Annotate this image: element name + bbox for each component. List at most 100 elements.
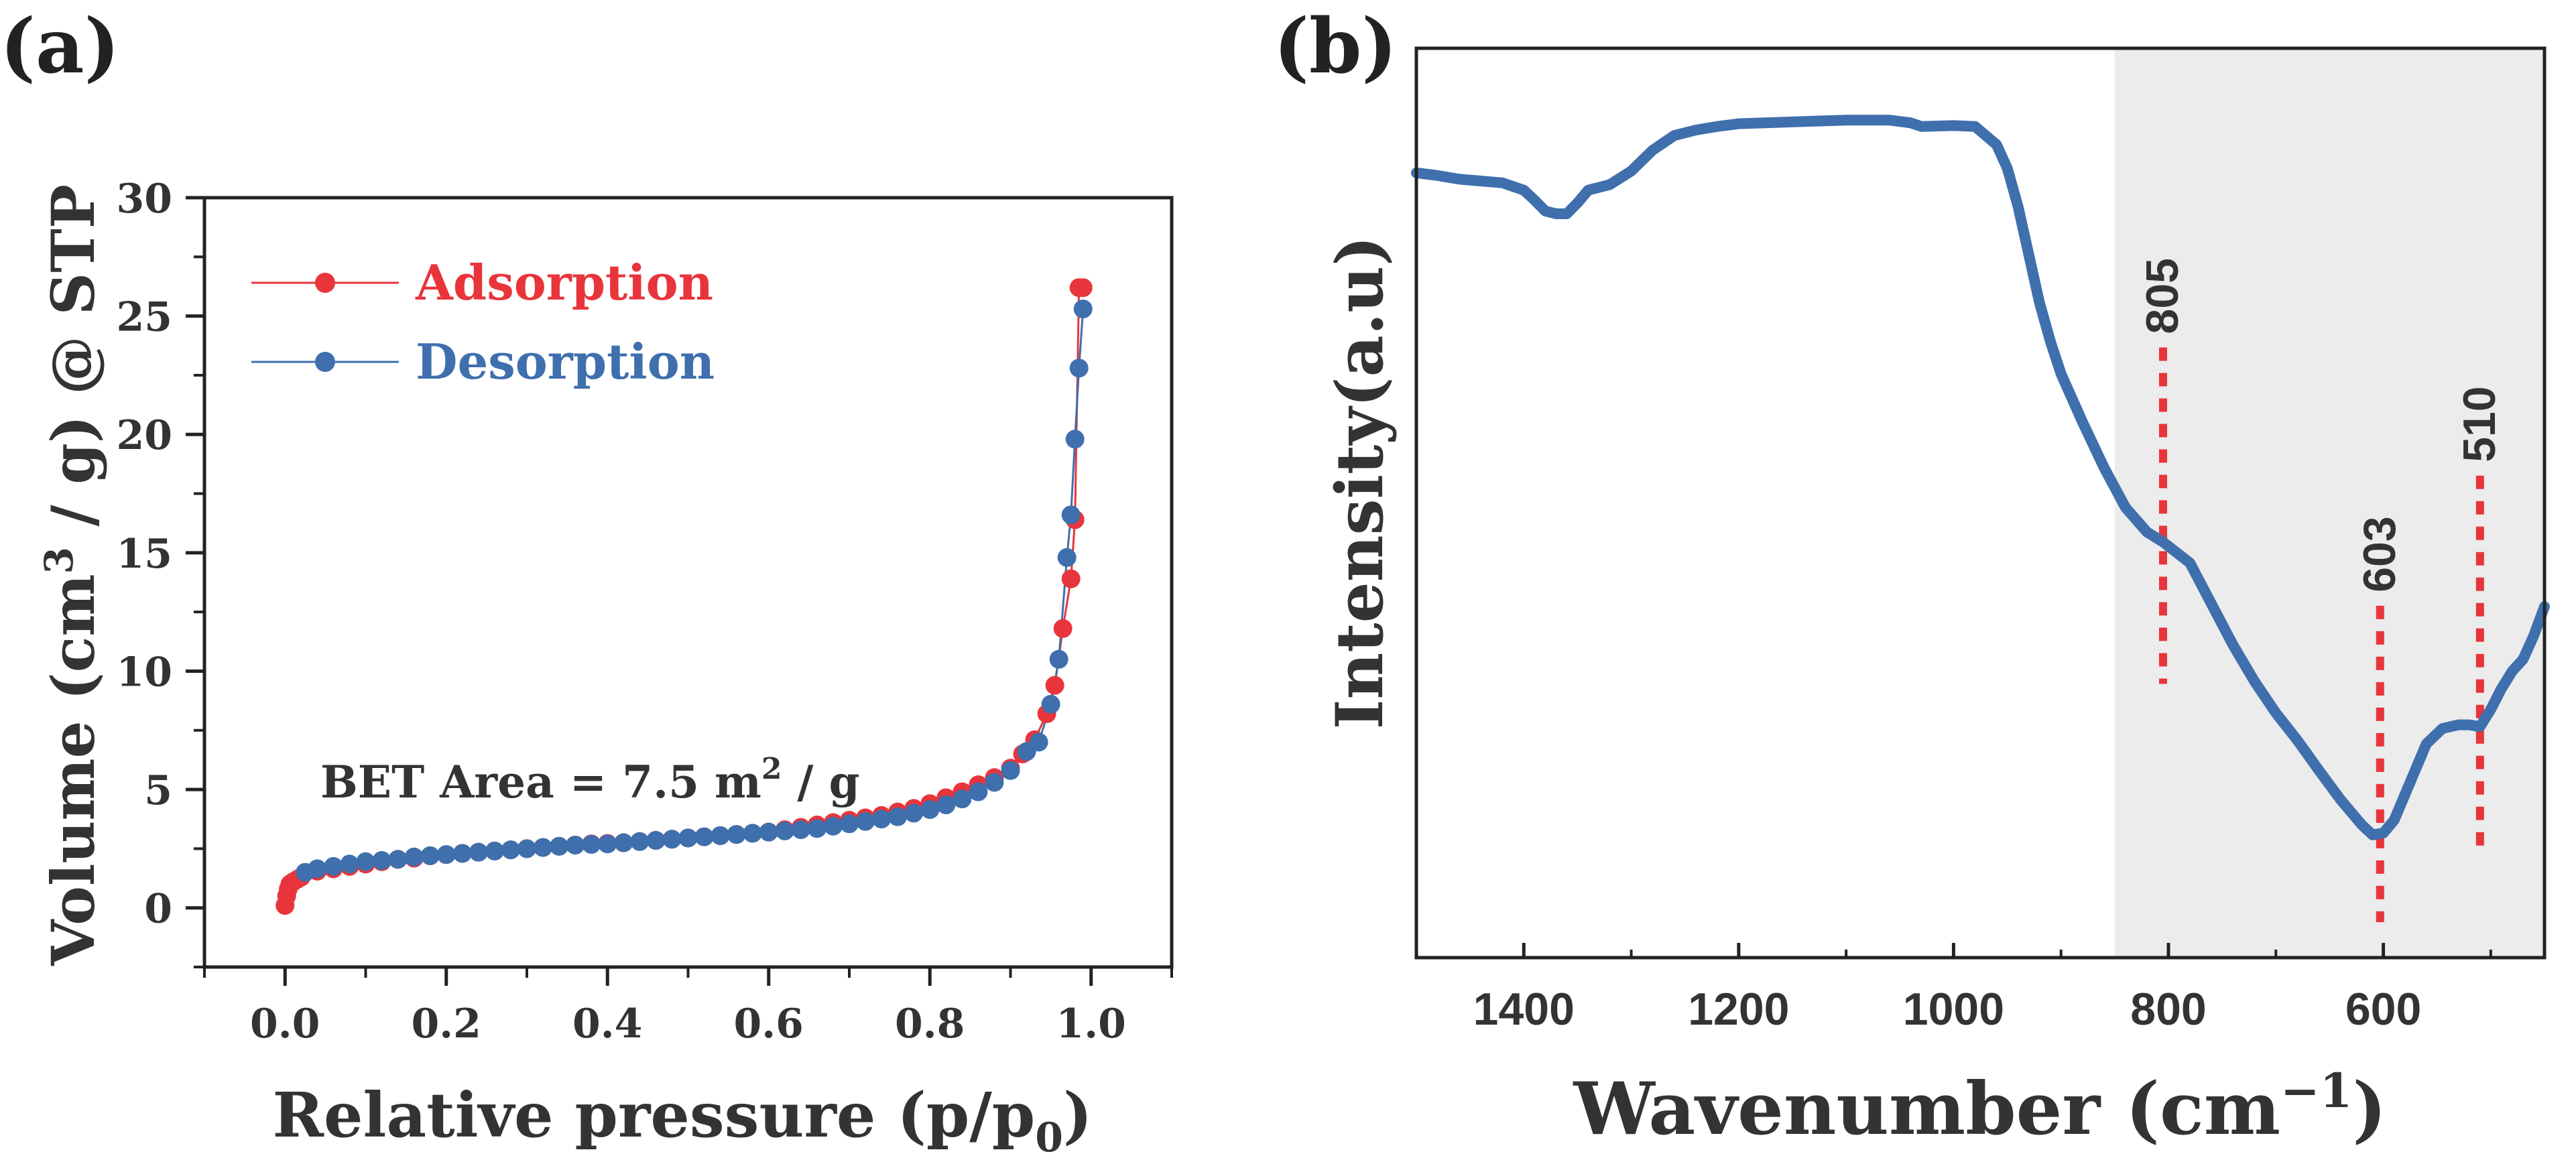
y-tick-label: 25 [117,294,173,341]
desorption-point [904,804,924,823]
desorption-point [324,856,343,876]
panel-b-shaded-region [2114,48,2544,958]
desorption-point [452,844,472,863]
desorption-point [388,850,408,869]
desorption-point [1069,359,1089,378]
desorption-point [662,830,682,849]
desorption-point [534,838,553,857]
panel-b-ftir-spectrum: (b) 805 603 510 1400 1200 1000 800 600 Wavenum… [1274,3,2550,1151]
panel-b-series [1411,115,2550,840]
desorption-point [1041,694,1060,714]
panel-b-x-ticks: 1400 1200 1000 800 600 [1415,943,2492,1035]
x-tick-label: 600 [2345,984,2421,1035]
desorption-point [888,807,908,826]
desorption-point [807,819,826,838]
adsorption-point [1061,569,1081,588]
panel-a-x-axis-title: Relative pressure (p/p0) [273,1079,1093,1156]
panel-b-y-axis-title: Intensity(a.u) [1322,236,1398,730]
desorption-point [872,810,892,829]
desorption-point [1049,649,1068,669]
x-tick-label: 0.6 [734,1001,804,1047]
desorption-point [566,836,585,855]
desorption-point [340,854,359,874]
desorption-point [1061,505,1081,525]
desorption-point [420,846,440,865]
panel-a-plot-frame [202,196,1174,969]
desorption-point [985,773,1004,792]
y-tick-label: 0 [144,886,172,933]
desorption-point [469,842,488,862]
spectrum-line [1411,115,2550,840]
legend-desorption-label: Desorption [416,333,715,390]
desorption-point [1017,742,1036,761]
panel-a-legend: Adsorption Desorption [251,254,715,390]
desorption-point [969,782,988,801]
desorption-point [840,814,859,834]
panel-a-bet-isotherm: (a) 0.0 0.2 0.4 0.6 0.8 1.0 0 5 10 15 20 25 30 Rela… [0,3,1174,1156]
adsorption-point [1053,619,1072,638]
panel-b-label: (b) [1274,3,1397,90]
desorption-point [936,795,956,815]
x-tick-label: 1.0 [1056,1001,1126,1047]
desorption-point [791,820,810,840]
y-tick-label: 20 [117,412,173,459]
x-tick-label: 0.2 [412,1001,481,1047]
desorption-point [614,833,633,852]
desorption-point [485,841,504,860]
x-tick-label: 0.0 [250,1001,320,1047]
desorption-point [694,827,714,846]
adsorption-point [1073,278,1093,298]
desorption-point [953,789,972,809]
desorption-point [743,824,762,843]
desorption-point [711,826,730,845]
desorption-point [775,821,794,840]
desorption-point [678,828,698,848]
panel-a-series [275,278,1093,915]
adsorption-point [1045,676,1064,695]
desorption-point [1057,548,1077,567]
peak-label-510: 510 [2454,386,2505,462]
desorption-point [646,831,666,850]
x-tick-label: 1400 [1473,984,1575,1035]
bet-area-annotation: BET Area = 7.5 m2 / g [320,752,860,808]
desorption-point [550,836,569,856]
x-tick-label: 800 [2130,984,2206,1035]
y-tick-label: 30 [117,176,173,222]
desorption-point [356,852,375,871]
x-tick-label: 0.8 [895,1001,965,1047]
x-tick-label: 0.4 [572,1001,642,1047]
panel-a-y-axis-title: Volume (cm3 / g) @ STP [36,184,108,966]
panel-a-label: (a) [0,3,120,90]
desorption-point [404,847,424,866]
peak-label-805: 805 [2137,258,2188,334]
y-tick-label: 15 [117,531,173,578]
desorption-point [582,835,601,854]
desorption-point [296,862,315,882]
legend-desorption-marker [315,352,335,372]
desorption-point [1073,300,1093,319]
panel-a-x-ticks: 0.0 0.2 0.4 0.6 0.8 1.0 [203,967,1173,1047]
desorption-point [1001,761,1020,780]
desorption-point [920,800,940,820]
desorption-point [501,840,520,860]
x-tick-label: 1000 [1903,984,2004,1035]
y-tick-label: 5 [144,767,172,814]
desorption-point [630,832,650,851]
peak-label-603: 603 [2354,516,2405,592]
legend-adsorption-label: Adsorption [415,254,713,311]
desorption-point [823,816,843,836]
legend-adsorption-marker [315,273,335,293]
desorption-point [372,851,391,871]
desorption-point [1065,430,1085,449]
y-tick-label: 10 [117,649,173,696]
panel-b-plot-frame [1414,46,2547,960]
panel-a-y-ticks: 0 5 10 15 20 25 30 [117,176,204,968]
panel-b-peak-markers: 805 603 510 [2137,258,2505,923]
desorption-point [436,845,456,864]
desorption-point [517,839,536,858]
desorption-point [598,834,617,854]
x-tick-label: 1200 [1688,984,1789,1035]
panel-b-x-axis-title: Wavenumber (cm−1) [1573,1063,2387,1151]
desorption-point [759,822,778,842]
